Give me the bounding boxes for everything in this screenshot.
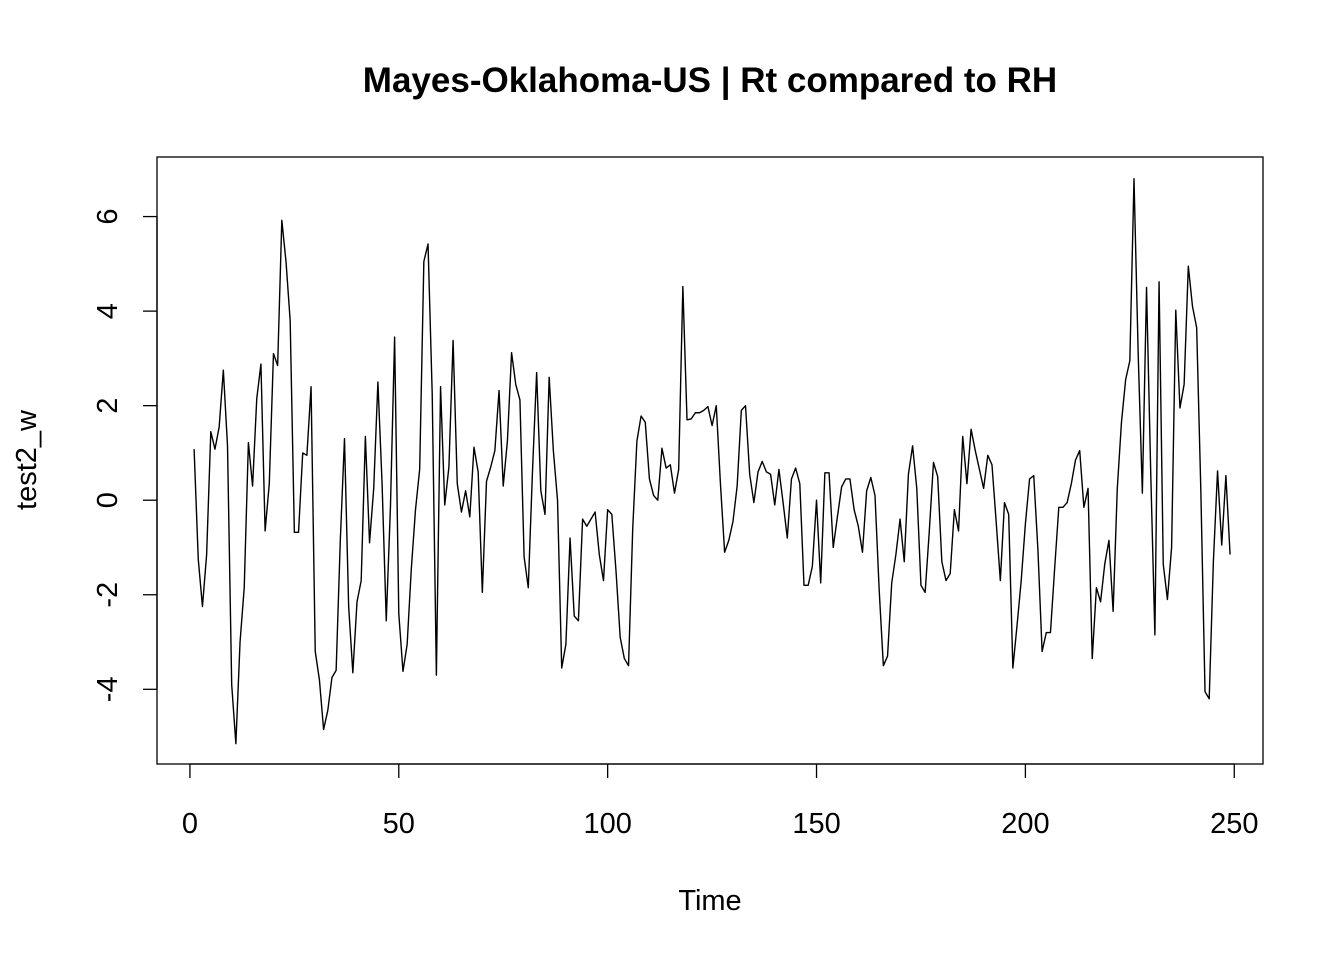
y-axis-label: test2_w	[11, 409, 43, 510]
x-tick-label: 250	[1210, 808, 1258, 840]
x-tick-label: 200	[1001, 808, 1049, 840]
y-tick-label: -4	[92, 676, 124, 702]
y-axis: -4 -2 0 2 4 6	[92, 208, 158, 702]
y-tick-label: 0	[92, 492, 124, 508]
plot-area-frame	[156, 156, 1264, 765]
y-tick-label: 4	[92, 303, 124, 319]
series-group	[193, 178, 1231, 745]
x-tick-label: 100	[583, 808, 631, 840]
x-tick-label: 150	[792, 808, 840, 840]
y-tick-label: 6	[92, 208, 124, 224]
x-axis-label: Time	[678, 885, 741, 917]
y-tick-label: -2	[92, 582, 124, 608]
x-tick-label: 50	[383, 808, 415, 840]
x-axis: 0 50 100 150 200 250	[182, 763, 1258, 840]
series-line	[193, 178, 1231, 745]
y-tick-label: 2	[92, 398, 124, 414]
x-tick-label: 0	[182, 808, 198, 840]
chart-title: Mayes-Oklahoma-US | Rt compared to RH	[363, 61, 1057, 100]
